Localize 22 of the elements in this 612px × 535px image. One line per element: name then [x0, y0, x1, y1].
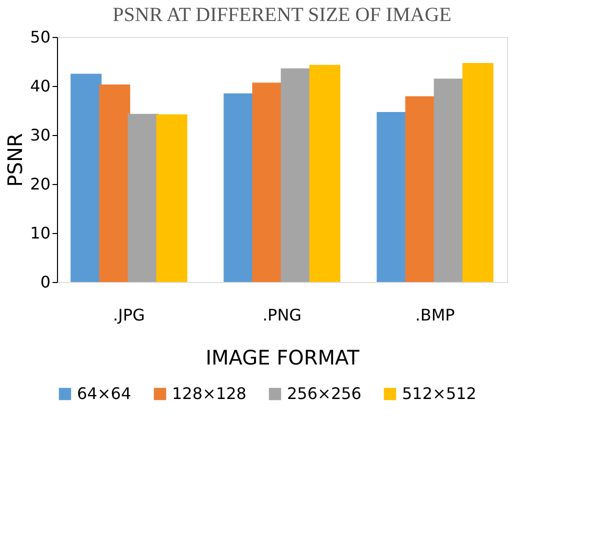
legend-label: 64×64	[77, 384, 132, 403]
y-tick-label: 30	[30, 126, 50, 144]
chart-title: PSNR AT DIFFERENT SIZE OF IMAGE	[112, 4, 452, 26]
legend-label: 512×512	[402, 384, 476, 403]
bar	[309, 64, 340, 282]
y-tick-label: 50	[30, 28, 50, 46]
x-axis-title: IMAGE FORMAT	[206, 346, 360, 370]
x-tick-label: .PNG	[262, 306, 302, 324]
x-tick-label: .BMP	[415, 306, 456, 324]
legend-label: 256×256	[287, 384, 362, 403]
bar	[156, 114, 188, 282]
x-tick-label: .JPG	[113, 306, 145, 324]
bar	[70, 74, 102, 282]
y-tick-label: 20	[30, 174, 50, 194]
y-tick-label: 10	[30, 224, 50, 242]
y-tick-label: 40	[30, 76, 50, 96]
legend-label: 128×128	[172, 384, 246, 403]
y-axis-title: PSNR	[3, 133, 28, 187]
y-tick-label: 0	[40, 272, 50, 292]
bar	[462, 62, 494, 282]
bar	[128, 114, 159, 282]
bar	[99, 84, 130, 282]
